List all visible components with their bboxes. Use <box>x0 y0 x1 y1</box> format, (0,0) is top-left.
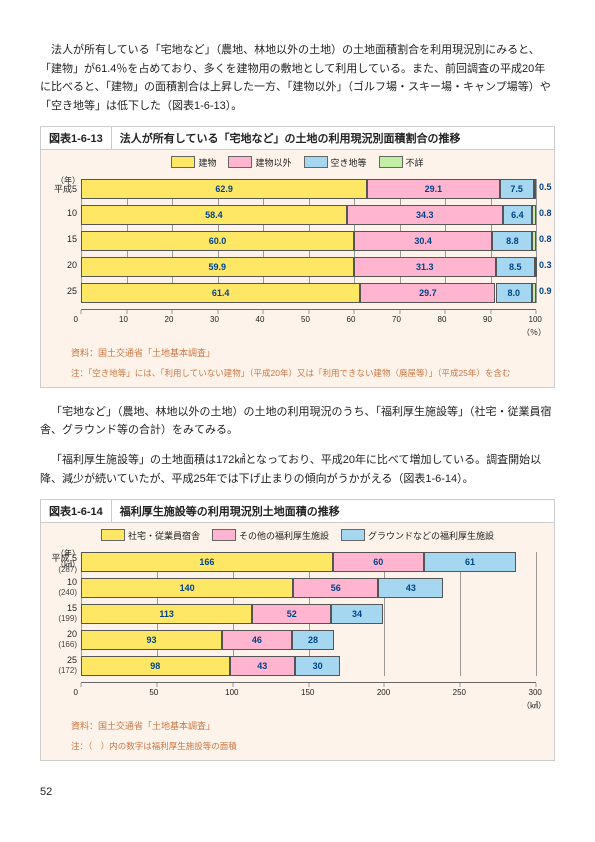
y-category: 20 <box>39 260 77 270</box>
chart-bar-row: 1560.030.48.80.8 <box>81 231 536 251</box>
bar-segment <box>532 231 536 251</box>
y-category: 10(240) <box>39 577 77 597</box>
bar-segment: 34.3 <box>347 205 503 225</box>
bar-segment: 28 <box>292 630 334 650</box>
bar-segment: 31.3 <box>354 257 496 277</box>
y-category: 25(172) <box>39 655 77 675</box>
legend-swatch <box>379 156 403 168</box>
figure-1-6-13: 図表1-6-13 法人が所有している「宅地など」の土地の利用現況別面積割合の推移… <box>40 126 555 388</box>
y-category: 15 <box>39 234 77 244</box>
bar-segment: 8.5 <box>496 257 535 277</box>
figure-2-label: 図表1-6-14 <box>41 500 112 522</box>
legend-swatch <box>228 156 252 168</box>
legend-swatch <box>171 156 195 168</box>
bar-segment: 6.4 <box>503 205 532 225</box>
legend-item: 社宅・従業員宿舎 <box>101 529 200 542</box>
bar-segment: 166 <box>81 552 333 572</box>
legend-label: 社宅・従業員宿舎 <box>128 529 200 542</box>
bar-segment: 58.4 <box>81 205 347 225</box>
legend-label: その他の福利厚生施設 <box>239 529 329 542</box>
bar-segment: 43 <box>378 578 443 598</box>
bar-segment: 59.9 <box>81 257 354 277</box>
y-category: 平成5 <box>39 182 77 195</box>
bar-segment: 29.7 <box>360 283 495 303</box>
chart-bar-row: 2059.931.38.50.3 <box>81 257 536 277</box>
bar-segment: 52 <box>252 604 331 624</box>
legend-swatch <box>212 529 236 541</box>
legend-item: 空き地等 <box>304 156 367 169</box>
figure-1-note: 注：「空き地等」には、「利用していない建物」（平成20年）又は「利用できない建物… <box>41 367 554 387</box>
bar-segment: 34 <box>331 604 383 624</box>
y-category: 平成 5(287) <box>39 551 77 574</box>
bar-segment <box>535 257 537 277</box>
bar-segment <box>532 283 536 303</box>
chart-bar-row: 平成 5(287)1666061 <box>81 552 536 572</box>
figure-2-source: 資料：国土交通省「土地基本調査」 <box>41 715 554 740</box>
y-category: 25 <box>39 286 77 296</box>
figure-2-legend: 社宅・従業員宿舎 その他の福利厚生施設 グラウンドなどの福利厚生施設 <box>41 523 554 548</box>
bar-segment: 56 <box>293 578 378 598</box>
figure-2-x-unit: （㎢） <box>522 700 546 711</box>
legend-label: 不詳 <box>406 156 424 169</box>
legend-label: グラウンドなどの福利厚生施設 <box>368 529 494 542</box>
legend-item: 建物以外 <box>228 156 291 169</box>
figure-1-legend: 建物 建物以外 空き地等 不詳 <box>41 150 554 175</box>
legend-label: 建物 <box>198 156 216 169</box>
legend-item: 建物 <box>171 156 216 169</box>
legend-label: 空き地等 <box>331 156 367 169</box>
bar-segment: 30 <box>295 656 341 676</box>
chart-bar-row: 15(199)1135234 <box>81 604 536 624</box>
bar-segment: 7.5 <box>500 179 534 199</box>
bar-segment: 8.8 <box>492 231 532 251</box>
bar-segment: 8.0 <box>496 283 532 303</box>
chart-bar-row: 平成562.929.17.50.5 <box>81 179 536 199</box>
figure-2-note: 注：（ ）内の数字は福利厚生施設等の面積 <box>41 740 554 760</box>
legend-swatch <box>341 529 365 541</box>
figure-1-6-14: 図表1-6-14 福利厚生施設等の利用現況別土地面積の推移 社宅・従業員宿舎 その… <box>40 499 555 761</box>
chart-bar-row: 1058.434.36.40.8 <box>81 205 536 225</box>
chart-bar-row: 20(166)934628 <box>81 630 536 650</box>
legend-label: 建物以外 <box>255 156 291 169</box>
figure-1-label: 図表1-6-13 <box>41 127 112 149</box>
bar-segment: 43 <box>230 656 295 676</box>
bar-segment: 60.0 <box>81 231 354 251</box>
y-category: 15(199) <box>39 603 77 623</box>
figure-1-title: 法人が所有している「宅地など」の土地の利用現況別面積割合の推移 <box>112 127 469 149</box>
legend-item: その他の福利厚生施設 <box>212 529 329 542</box>
figure-1-x-unit: （％） <box>522 327 546 338</box>
bar-segment: 98 <box>81 656 230 676</box>
y-category: 10 <box>39 208 77 218</box>
figure-2-title: 福利厚生施設等の利用現況別土地面積の推移 <box>112 500 348 522</box>
legend-swatch <box>304 156 328 168</box>
body-paragraph-2: 「宅地など」（農地、林地以外の土地）の土地の利用現況のうち、「福利厚生施設等」（… <box>40 403 555 440</box>
bar-segment <box>532 205 536 225</box>
bar-segment: 46 <box>222 630 292 650</box>
legend-item: 不詳 <box>379 156 424 169</box>
bar-segment: 60 <box>333 552 424 572</box>
bar-segment: 61 <box>424 552 517 572</box>
chart-bar-row: 25(172)984330 <box>81 656 536 676</box>
bar-segment: 113 <box>81 604 252 624</box>
page-number: 52 <box>40 786 555 798</box>
bar-segment: 29.1 <box>367 179 499 199</box>
figure-1-source: 資料：国土交通省「土地基本調査」 <box>41 342 554 367</box>
bar-segment: 140 <box>81 578 293 598</box>
chart-bar-row: 2561.429.78.00.9 <box>81 283 536 303</box>
bar-segment: 93 <box>81 630 222 650</box>
legend-swatch <box>101 529 125 541</box>
bar-segment: 61.4 <box>81 283 360 303</box>
body-paragraph-1: 法人が所有している「宅地など」（農地、林地以外の土地）の土地面積割合を利用現況別… <box>40 41 555 116</box>
y-category: 20(166) <box>39 629 77 649</box>
bar-segment: 62.9 <box>81 179 367 199</box>
bar-segment: 30.4 <box>354 231 492 251</box>
chart-bar-row: 10(240)1405643 <box>81 578 536 598</box>
legend-item: グラウンドなどの福利厚生施設 <box>341 529 494 542</box>
body-paragraph-3: 「福利厚生施設等」の土地面積は172㎢となっており、平成20年に比べて増加してい… <box>40 451 555 488</box>
bar-segment <box>534 179 536 199</box>
